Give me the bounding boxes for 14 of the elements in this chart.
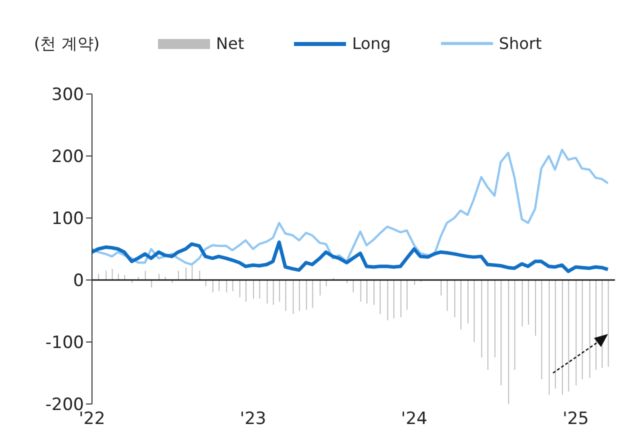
y-tick-label: 0	[73, 271, 84, 292]
x-tick-label: '23	[240, 409, 266, 430]
line-series	[92, 148, 610, 266]
legend-label: Net	[216, 34, 244, 53]
y-tick-label: -100	[45, 333, 84, 354]
legend-label: Short	[498, 34, 542, 53]
y-tick-label: 100	[52, 209, 84, 230]
x-tick-label: '24	[401, 409, 428, 430]
y-tick-label: 300	[52, 85, 84, 106]
y-axis-title: (천 계약)	[34, 34, 100, 55]
line-series	[92, 240, 610, 274]
legend-label: Long	[352, 34, 391, 53]
y-tick-label: 200	[52, 147, 84, 168]
x-tick-label: '25	[562, 409, 589, 430]
